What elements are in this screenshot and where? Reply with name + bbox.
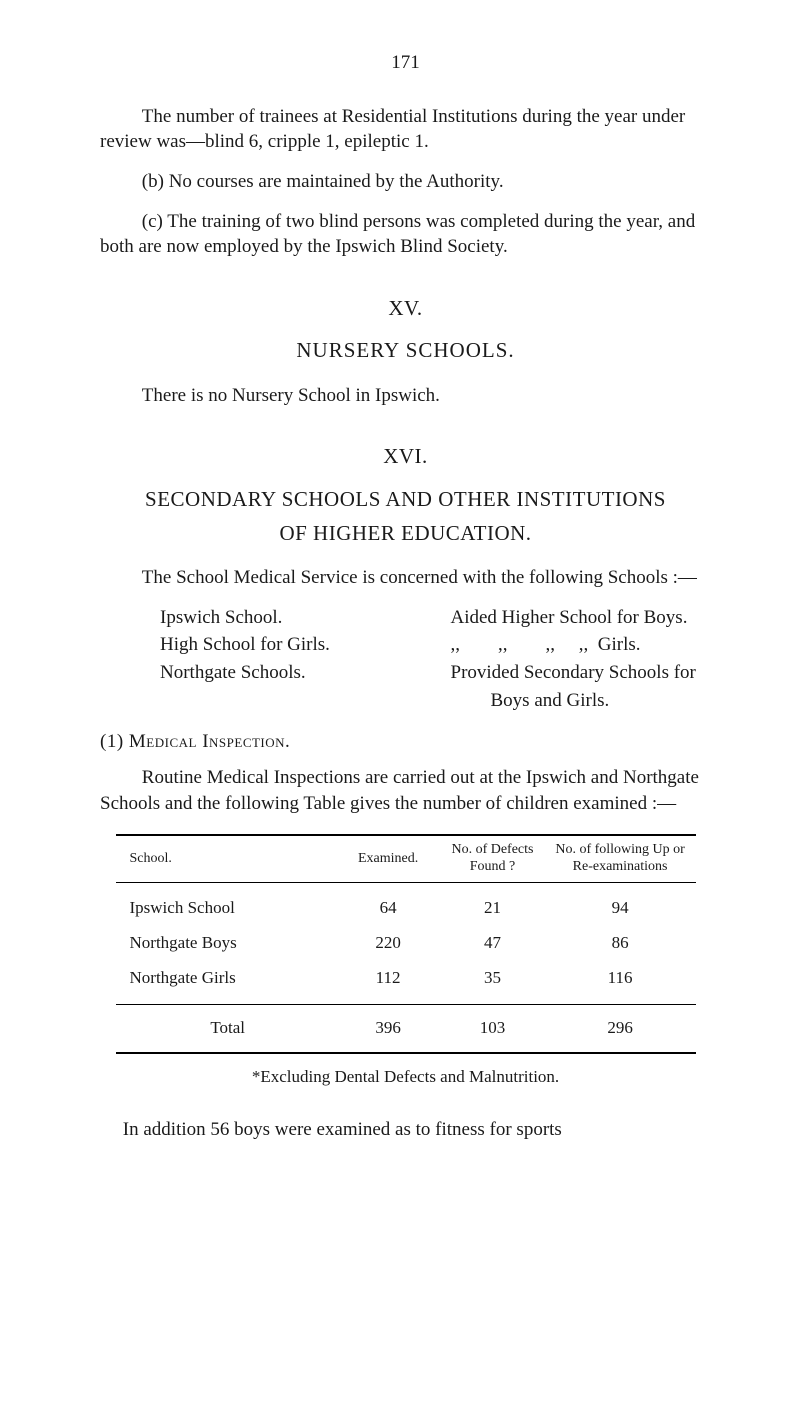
table-header-school: School. bbox=[116, 835, 336, 882]
list-item: Provided Secondary Schools for bbox=[451, 660, 712, 686]
section-xvi-number: XVI. bbox=[100, 442, 711, 470]
table-total-row: Total 396 103 296 bbox=[116, 1004, 696, 1052]
cell-followup: 86 bbox=[545, 926, 696, 961]
list-item: Northgate Schools. bbox=[160, 660, 421, 686]
cell-examined: 220 bbox=[336, 926, 440, 961]
cell-defects: 47 bbox=[440, 926, 544, 961]
table-header-row: School. Examined. No. of Defects Found ?… bbox=[116, 835, 696, 882]
list-item: Boys and Girls. bbox=[451, 688, 712, 714]
cell-total-followup: 296 bbox=[545, 1004, 696, 1052]
schools-left-column: Ipswich School. High School for Girls. N… bbox=[100, 605, 421, 716]
inspection-table: School. Examined. No. of Defects Found ?… bbox=[116, 834, 696, 1053]
final-paragraph: In addition 56 boys were examined as to … bbox=[100, 1117, 711, 1143]
cell-defects: 21 bbox=[440, 882, 544, 925]
cell-followup: 94 bbox=[545, 882, 696, 925]
cell-followup: 116 bbox=[545, 961, 696, 1004]
section-xv-number: XV. bbox=[100, 294, 711, 322]
cell-total-defects: 103 bbox=[440, 1004, 544, 1052]
section-xv-text: There is no Nursery School in Ipswich. bbox=[100, 383, 711, 409]
cell-examined: 64 bbox=[336, 882, 440, 925]
cell-total-label: Total bbox=[116, 1004, 336, 1052]
table-header-followup: No. of following Up or Re-examinations bbox=[545, 835, 696, 882]
table-row: Northgate Girls 112 35 116 bbox=[116, 961, 696, 1004]
section-xvi-title-line1: SECONDARY SCHOOLS AND OTHER INSTITUTIONS bbox=[100, 485, 711, 513]
table-wrapper: School. Examined. No. of Defects Found ?… bbox=[100, 834, 711, 1053]
paragraph-trainees: The number of trainees at Residential In… bbox=[100, 104, 711, 155]
cell-defects: 35 bbox=[440, 961, 544, 1004]
table-row: Ipswich School 64 21 94 bbox=[116, 882, 696, 925]
cell-school: Northgate Girls bbox=[116, 961, 336, 1004]
page: 171 The number of trainees at Residentia… bbox=[0, 0, 801, 1409]
cell-total-examined: 396 bbox=[336, 1004, 440, 1052]
routine-paragraph: Routine Medical Inspections are carried … bbox=[100, 765, 711, 816]
subhead-text: (1) Medical Inspection. bbox=[100, 731, 290, 752]
cell-school: Ipswich School bbox=[116, 882, 336, 925]
table-header-examined: Examined. bbox=[336, 835, 440, 882]
list-item: Ipswich School. bbox=[160, 605, 421, 631]
cell-school: Northgate Boys bbox=[116, 926, 336, 961]
section-xvi-intro: The School Medical Service is concerned … bbox=[100, 565, 711, 591]
table-footnote: *Excluding Dental Defects and Malnutriti… bbox=[100, 1066, 711, 1089]
paragraph-b: (b) No courses are maintained by the Aut… bbox=[100, 169, 711, 195]
schools-two-column: Ipswich School. High School for Girls. N… bbox=[100, 605, 711, 716]
table-row: Northgate Boys 220 47 86 bbox=[116, 926, 696, 961]
list-item: High School for Girls. bbox=[160, 632, 421, 658]
list-item: Aided Higher School for Boys. bbox=[451, 605, 712, 631]
section-xv-title: NURSERY SCHOOLS. bbox=[100, 336, 711, 364]
cell-examined: 112 bbox=[336, 961, 440, 1004]
table-header-defects: No. of Defects Found ? bbox=[440, 835, 544, 882]
paragraph-c: (c) The training of two blind persons wa… bbox=[100, 209, 711, 260]
schools-right-column: Aided Higher School for Boys. ,, ,, ,, ,… bbox=[451, 605, 712, 716]
page-number: 171 bbox=[100, 50, 711, 76]
medical-inspection-subhead: (1) Medical Inspection. bbox=[100, 729, 711, 755]
section-xvi-title-line2: OF HIGHER EDUCATION. bbox=[100, 519, 711, 547]
list-item: ,, ,, ,, ,, Girls. bbox=[451, 632, 712, 658]
